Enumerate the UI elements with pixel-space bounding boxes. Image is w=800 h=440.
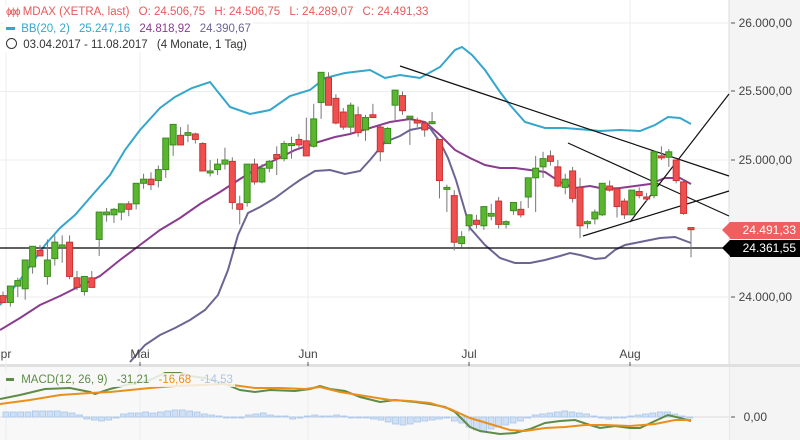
month-aug: Aug (619, 347, 641, 361)
low-value: L: 24.289,07 (289, 6, 354, 18)
candlestick-icon: ɸɸɸ (6, 7, 20, 18)
macd-label: MACD(12, 26, 9) (21, 374, 108, 386)
clock-icon (6, 38, 17, 49)
y-axis-panel (729, 0, 800, 440)
bb-swatch-icon (6, 27, 15, 31)
open-value: O: 24.506,75 (138, 6, 206, 18)
bb-lower-line (129, 127, 692, 363)
high-value: H: 24.506,75 (214, 6, 281, 18)
signal-value: -16,68 (158, 374, 192, 386)
bb-legend[interactable]: BB(20, 2) 25.247,16 24.818,92 24.390,67 (4, 22, 253, 36)
macd-legend[interactable]: MACD(12, 26, 9) -31,21 -16,68 -14,53 (4, 373, 235, 387)
instrument-label: MDAX (XETRA, last) (22, 6, 130, 18)
month-apr: pr (0, 347, 12, 361)
instrument-legend[interactable]: ɸɸɸ MDAX (XETRA, last) O: 24.506,75 H: 2… (4, 5, 431, 20)
y-tick-25000: 25.000,00 (738, 153, 792, 167)
month-mai: Mai (130, 347, 150, 361)
month-jul: Jul (461, 347, 477, 361)
price-panel (0, 0, 729, 366)
month-jun: Jun (298, 347, 318, 361)
macd-signal-line (0, 382, 691, 433)
duration: (4 Monate, 1 Tag) (156, 39, 247, 51)
close-value: C: 24.491,33 (362, 6, 429, 18)
macd-tick-zero: 0,00 (743, 410, 767, 424)
macd-value: -31,21 (116, 374, 150, 386)
date-range: 03.04.2017 - 11.08.2017 (23, 39, 148, 51)
bb-upper-value: 25.247,16 (78, 23, 131, 35)
last-price-tag: 24.491,33 (722, 222, 800, 239)
panel-separator[interactable] (0, 364, 800, 367)
y-tick-24000: 24.000,00 (738, 290, 792, 304)
bb-label: BB(20, 2) (21, 23, 70, 35)
y-tick-26000: 26.000,00 (738, 16, 792, 30)
date-range-legend: 03.04.2017 - 11.08.2017 (4 Monate, 1 Tag… (4, 38, 249, 52)
bb-lower-value: 24.390,67 (199, 23, 251, 35)
histogram-value: -14,53 (200, 374, 233, 386)
line-price-tag[interactable]: 24.361,55 (722, 240, 800, 257)
candlesticks (0, 71, 695, 307)
gridlines (0, 0, 729, 440)
macd-histogram (2, 409, 693, 433)
axis-ticks (139, 22, 735, 418)
bb-middle-value: 24.818,92 (139, 23, 191, 35)
y-tick-25500: 25.500,00 (738, 84, 792, 98)
macd-swatch-icon (6, 378, 14, 382)
bb-middle-line (0, 117, 692, 331)
